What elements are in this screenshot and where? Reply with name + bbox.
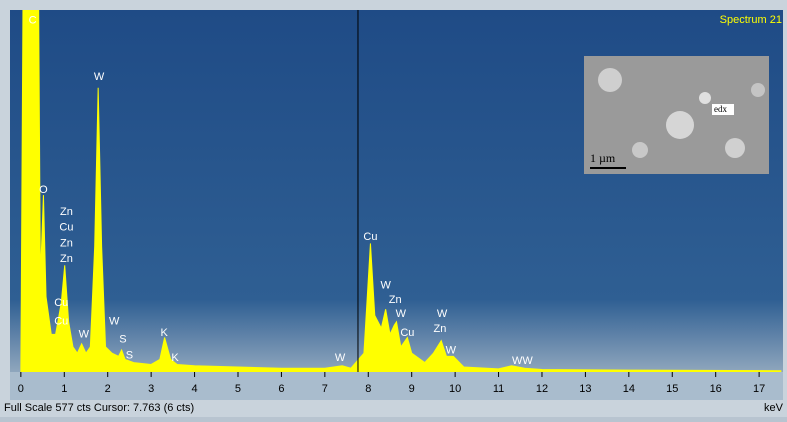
chart: Spectrum 21 Full Scale 577 cts Cursor: 7… <box>0 0 787 417</box>
peak-label: WW <box>512 355 533 367</box>
peak-label: W <box>437 308 448 320</box>
peak-label: W <box>335 352 346 364</box>
inset-blob <box>632 142 648 158</box>
x-tick-label: 3 <box>148 383 154 395</box>
peak-label: O <box>39 184 48 196</box>
peak-label: W <box>109 316 120 328</box>
x-tick-label: 11 <box>493 383 504 395</box>
peak-label: K <box>171 352 179 364</box>
x-tick-label: 16 <box>710 383 722 395</box>
peak-label: W <box>396 308 407 320</box>
x-tick-label: 5 <box>235 383 241 395</box>
peak-label: K <box>160 327 168 339</box>
peak-label: W <box>79 328 90 340</box>
x-tick-label: 14 <box>623 383 635 395</box>
x-tick-label: 12 <box>536 383 548 395</box>
page: Spectrum 21 Full Scale 577 cts Cursor: 7… <box>0 0 787 417</box>
peak-label: Cu <box>400 327 414 339</box>
peak-label: Zn <box>60 237 73 249</box>
x-tick-label: 1 <box>61 383 67 395</box>
x-tick-label: 7 <box>322 383 328 395</box>
peak-label: C <box>29 15 37 27</box>
peak-label: Zn <box>434 323 447 335</box>
x-tick-label: 4 <box>192 383 198 395</box>
x-tick-label: 2 <box>105 383 111 395</box>
x-tick-label: 13 <box>579 383 591 395</box>
footer: Full Scale 577 cts Cursor: 7.763 (6 cts) <box>4 402 194 414</box>
x-tick-label: 0 <box>18 383 24 395</box>
x-tick-label: 15 <box>666 383 678 395</box>
inset-blob <box>699 92 711 104</box>
spectrum-title: Spectrum 21 <box>720 14 782 26</box>
peak-label: Zn <box>60 253 73 265</box>
peak-label: W <box>94 71 105 83</box>
inset-blob <box>598 68 622 92</box>
peak-label: Cu <box>54 316 68 328</box>
peak-label: Cu <box>363 231 377 243</box>
peak-label: Zn <box>389 294 402 306</box>
x-tick-label: 6 <box>278 383 284 395</box>
x-tick-label: 17 <box>753 383 765 395</box>
scale-label: 1 µm <box>590 151 616 165</box>
peak-label: S <box>119 333 126 345</box>
peak-label: W <box>380 279 391 291</box>
x-unit: keV <box>764 402 784 414</box>
inset-blob <box>666 111 694 139</box>
x-tick-label: 10 <box>449 383 461 395</box>
x-tick-label: 9 <box>409 383 415 395</box>
inset-blob <box>725 138 745 158</box>
peak-label: Cu <box>54 297 68 309</box>
peak-label: Cu <box>59 222 73 234</box>
peak-label: W <box>446 345 457 357</box>
inset-blob <box>751 83 765 97</box>
inset: edx 1 µm <box>584 56 769 174</box>
inset-label: edx <box>714 104 727 114</box>
peak-label: S <box>126 350 133 362</box>
peak-label: Zn <box>60 206 73 218</box>
x-tick-label: 8 <box>365 383 371 395</box>
